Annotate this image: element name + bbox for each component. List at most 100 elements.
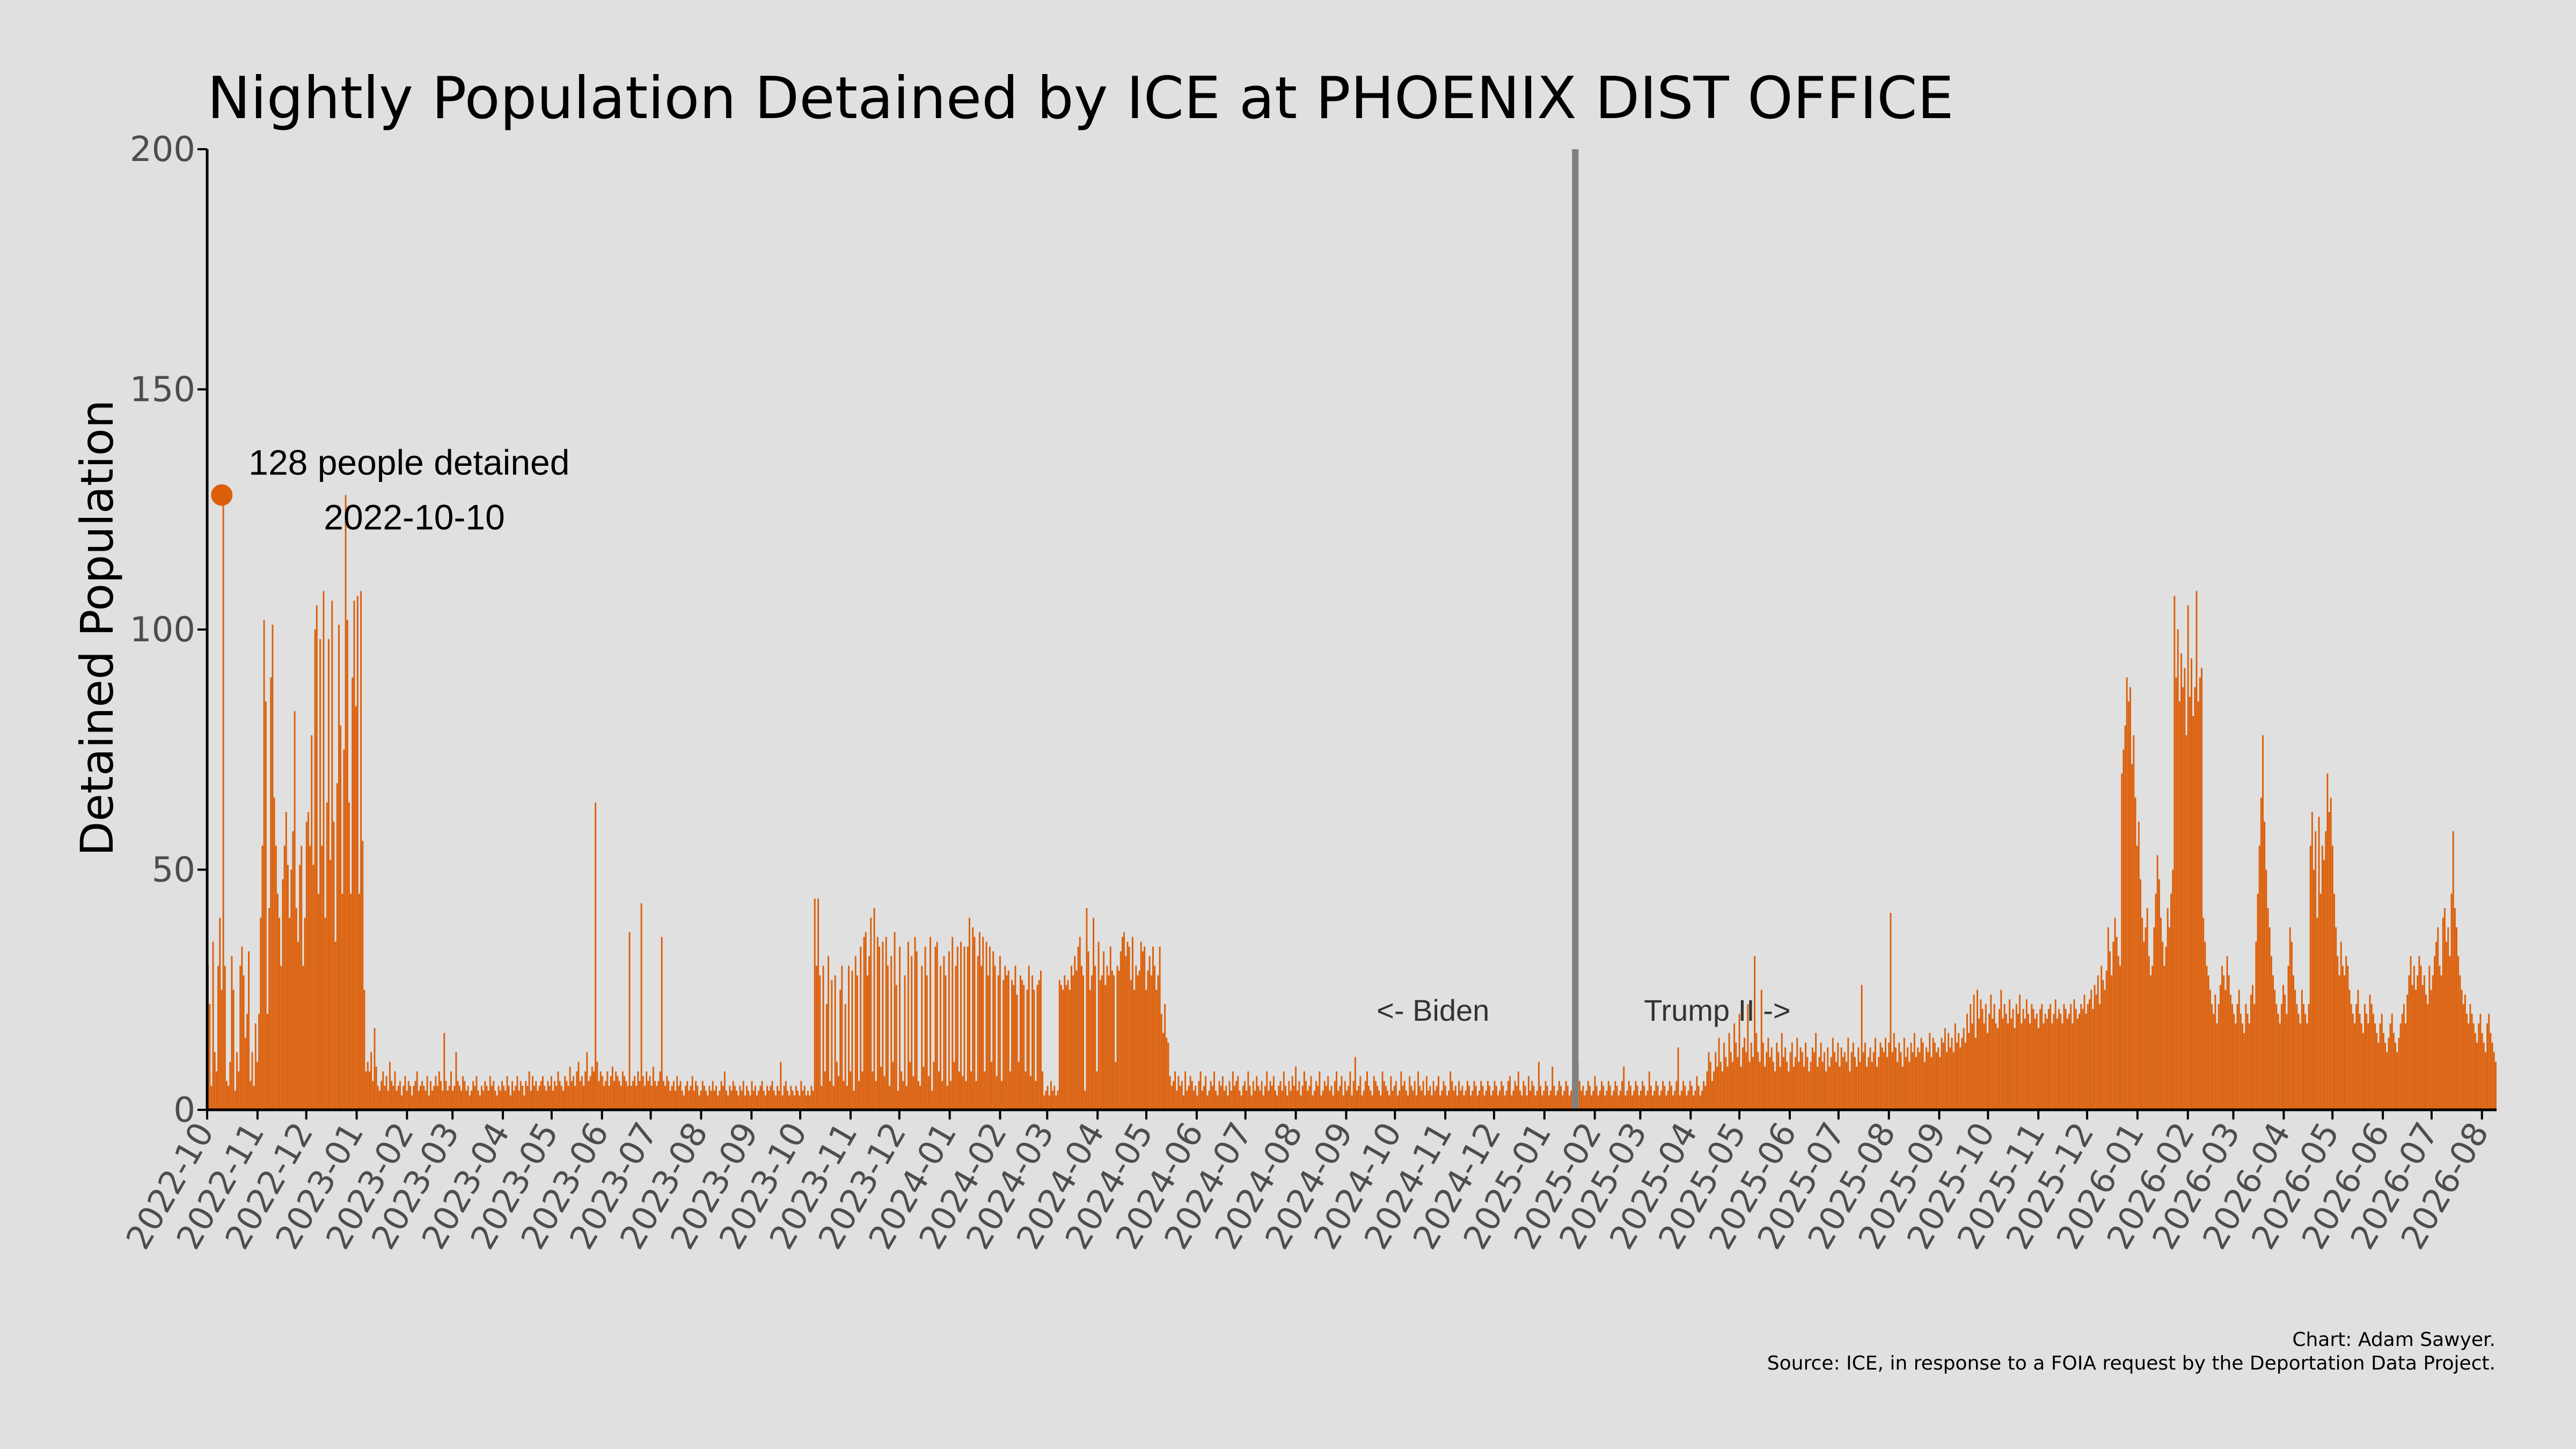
bar — [1443, 1081, 1445, 1110]
bar — [453, 1086, 456, 1110]
bar — [1198, 1081, 1200, 1110]
bar — [2309, 845, 2311, 1110]
bar — [1944, 1028, 1946, 1110]
bar — [519, 1081, 522, 1110]
bar — [472, 1081, 474, 1110]
bar — [1038, 980, 1040, 1110]
bar — [2333, 894, 2335, 1110]
bar — [595, 802, 597, 1110]
bar — [324, 918, 326, 1110]
bar — [671, 1086, 673, 1110]
bar — [1776, 1042, 1778, 1110]
bar — [1162, 1033, 1164, 1110]
bar — [1983, 1023, 1985, 1110]
bar — [1424, 1095, 1426, 1110]
bar — [956, 946, 958, 1110]
bar — [421, 1081, 423, 1110]
bar — [392, 1086, 394, 1110]
bar — [407, 1081, 409, 1110]
bar — [1521, 1095, 1523, 1110]
bar — [996, 1076, 998, 1110]
bar — [817, 898, 819, 1110]
bar — [1680, 1091, 1682, 1110]
bar — [865, 932, 867, 1110]
bar — [1725, 1057, 1727, 1110]
bar — [1137, 975, 1139, 1110]
bar — [1181, 1081, 1183, 1110]
bar — [1247, 1071, 1249, 1110]
bar — [1336, 1071, 1337, 1110]
bar — [1497, 1095, 1499, 1110]
bar — [2015, 1004, 2017, 1110]
bar — [1929, 1033, 1931, 1110]
bar — [621, 1071, 624, 1110]
bar — [1701, 1091, 1703, 1110]
bar — [851, 970, 853, 1110]
bar — [450, 1071, 452, 1110]
bar — [352, 677, 354, 1110]
bar — [746, 1086, 748, 1110]
bar — [1516, 1086, 1518, 1110]
bar — [1893, 1033, 1895, 1110]
bar — [1244, 1081, 1246, 1110]
bar — [598, 1081, 600, 1110]
bar — [781, 1095, 784, 1110]
bar — [2060, 1014, 2062, 1110]
bar — [1150, 975, 1152, 1110]
bar — [1850, 1052, 1853, 1110]
bar — [1789, 1052, 1791, 1110]
bar — [666, 1076, 668, 1110]
bar — [850, 1071, 852, 1110]
bar — [809, 1095, 811, 1110]
bar — [2355, 1004, 2358, 1110]
bar — [715, 1086, 717, 1110]
bar — [713, 1091, 715, 1110]
bar — [1348, 1086, 1350, 1110]
bar — [909, 1062, 911, 1110]
bar — [960, 941, 962, 1110]
bar — [1930, 1057, 1933, 1110]
credit-line-2: Source: ICE, in response to a FOIA reque… — [1767, 1352, 2496, 1374]
bar — [567, 1086, 569, 1110]
bar — [2348, 990, 2351, 1110]
bar — [1937, 1047, 1940, 1110]
bar — [773, 1091, 775, 1110]
bar — [1082, 975, 1085, 1110]
bar — [1465, 1091, 1467, 1110]
bar — [581, 1076, 583, 1110]
bar — [380, 1081, 383, 1110]
bar — [2044, 1014, 2046, 1110]
bar — [1482, 1086, 1484, 1110]
bar — [341, 894, 343, 1110]
bar — [1981, 1009, 1984, 1110]
bar — [1235, 1081, 1238, 1110]
bar — [375, 1066, 377, 1110]
bar — [2350, 1004, 2352, 1110]
bar — [632, 1081, 634, 1110]
bar — [2133, 735, 2135, 1110]
bar — [703, 1086, 705, 1110]
bar — [2446, 941, 2448, 1110]
bar — [727, 1095, 729, 1110]
bar — [1764, 1066, 1766, 1110]
y-tick-label: 100 — [130, 610, 195, 650]
bar — [2325, 831, 2327, 1110]
bar — [1007, 970, 1009, 1110]
bar — [2202, 918, 2205, 1110]
bar — [1519, 1091, 1521, 1110]
bar — [1825, 1071, 1827, 1110]
bar — [2168, 927, 2170, 1110]
bar — [2479, 1014, 2482, 1110]
bar — [1977, 990, 1978, 1110]
bar — [1123, 932, 1125, 1110]
bar — [2095, 994, 2097, 1110]
bar — [1115, 1062, 1117, 1110]
bar — [613, 1081, 615, 1110]
bar — [2381, 1014, 2383, 1110]
bar — [2119, 965, 2121, 1110]
bar — [1319, 1071, 1321, 1110]
bar — [418, 1091, 420, 1110]
bar — [1932, 1037, 1934, 1110]
bar — [1971, 1023, 1973, 1110]
bar — [2143, 941, 2145, 1110]
